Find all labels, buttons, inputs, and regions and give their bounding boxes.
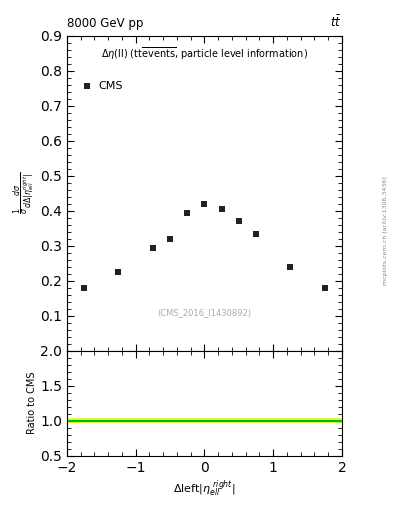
Text: (CMS_2016_I1430892): (CMS_2016_I1430892) — [157, 308, 252, 317]
Text: $\Delta\eta$(ll) (tt$\overline{\rm events}$, particle level information): $\Delta\eta$(ll) (tt$\overline{\rm event… — [101, 45, 308, 61]
Y-axis label: $\frac{1}{\sigma}\frac{d\sigma}{d\Delta|{\eta_{ell}^{right}}|}$: $\frac{1}{\sigma}\frac{d\sigma}{d\Delta|… — [11, 172, 37, 215]
Bar — [67, 418, 342, 423]
X-axis label: $\Delta$left$|\eta_{ell}^{\ right}|$: $\Delta$left$|\eta_{ell}^{\ right}|$ — [173, 479, 236, 500]
Text: CMS: CMS — [99, 81, 123, 91]
Text: mcplots.cern.ch [arXiv:1306.3436]: mcplots.cern.ch [arXiv:1306.3436] — [383, 176, 387, 285]
Text: 8000 GeV pp: 8000 GeV pp — [67, 17, 143, 30]
Text: $t\bar{t}$: $t\bar{t}$ — [331, 14, 342, 30]
Y-axis label: Ratio to CMS: Ratio to CMS — [27, 372, 37, 435]
